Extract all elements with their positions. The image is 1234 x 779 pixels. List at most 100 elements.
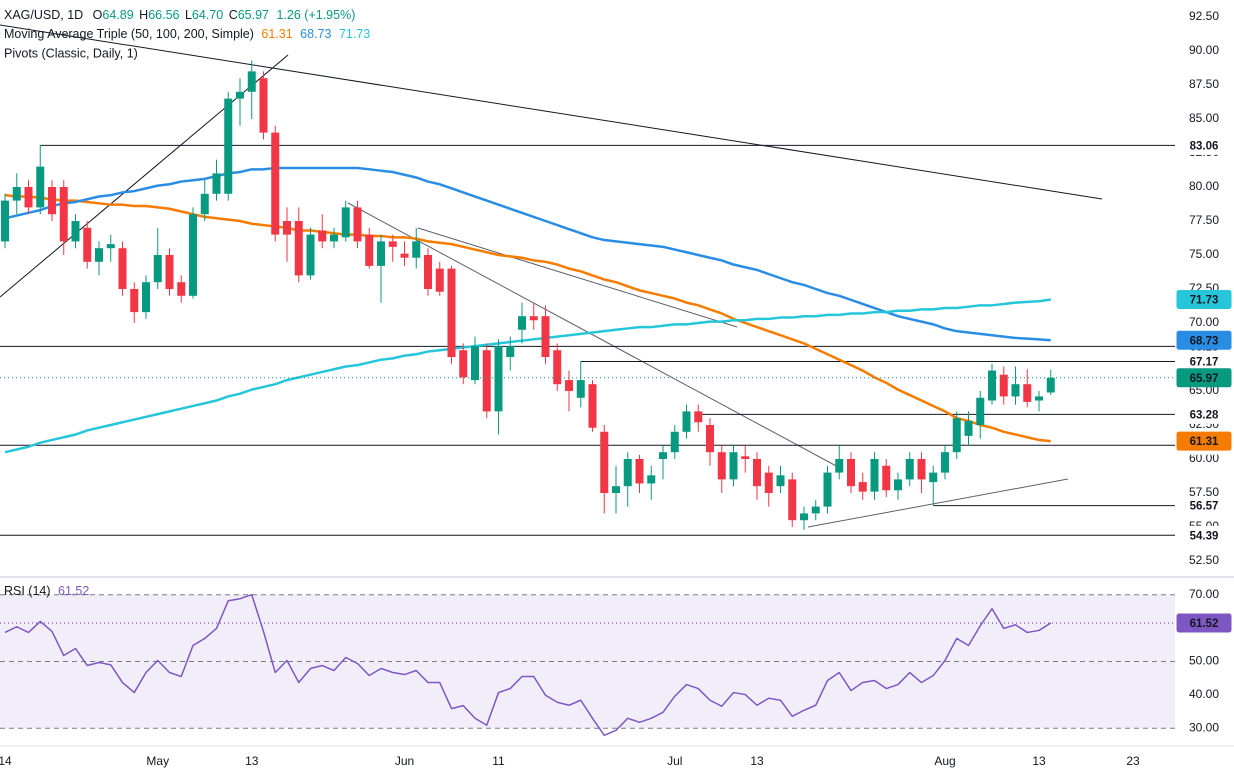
candle-body — [447, 268, 456, 357]
candle-body — [424, 254, 432, 289]
x-tick-label: 13 — [1032, 754, 1046, 768]
candle-body — [999, 374, 1008, 397]
candle-body — [459, 350, 468, 378]
ohlc-value: 65.97 — [238, 8, 269, 22]
rsi-legend: RSI (14) 61.52 — [4, 584, 89, 598]
candle-body — [412, 241, 421, 258]
candle-body — [341, 207, 350, 238]
symbol-legend: XAG/USD, 1D O64.89 H66.56 L64.70 C65.97 … — [4, 8, 355, 22]
candle-body — [165, 254, 174, 289]
candle-body — [647, 475, 656, 484]
candle-body — [236, 91, 244, 99]
price-panel — [0, 24, 1175, 536]
candle-body — [200, 193, 209, 215]
pivots-legend: Pivots (Classic, Daily, 1) — [4, 46, 138, 60]
candle-body — [142, 282, 150, 313]
candle-body — [482, 350, 491, 412]
y-tick-label: 30.00 — [1189, 720, 1219, 734]
price-tag — [1176, 404, 1232, 424]
ohlc-key: H — [139, 8, 148, 22]
ma-value: 68.73 — [300, 27, 331, 41]
candle-body — [400, 253, 409, 258]
trendline — [347, 202, 841, 469]
candle-body — [952, 418, 961, 453]
candle-body — [741, 456, 750, 459]
candle-body — [823, 472, 832, 507]
x-tick-label: 13 — [245, 754, 259, 768]
ohlc-key: C — [229, 8, 238, 22]
change: 1.26 (+1.95%) — [276, 8, 355, 22]
candle-body — [694, 411, 703, 423]
candle-body — [1023, 384, 1032, 402]
candle-body — [682, 411, 691, 432]
candle-body — [917, 458, 926, 480]
candle-body — [588, 384, 597, 428]
trendline — [417, 227, 738, 328]
candle-body — [377, 241, 385, 266]
price-tag-label: 61.52 — [1190, 618, 1219, 630]
candle-body — [24, 186, 33, 208]
price-tag — [1176, 135, 1232, 155]
candle-body — [565, 380, 573, 391]
candle-body — [247, 71, 256, 92]
trendline — [807, 478, 1069, 528]
price-tag-label: 65.97 — [1190, 373, 1219, 385]
ohlc-key: O — [93, 8, 103, 22]
candle-body — [224, 98, 233, 194]
x-tick-label: 23 — [1126, 754, 1140, 768]
candle-body — [306, 234, 315, 276]
candle-body — [612, 486, 620, 493]
ohlc-key: L — [185, 8, 192, 22]
candle-body — [706, 424, 714, 453]
rsi-line — [4, 593, 1052, 737]
candle-body — [800, 513, 808, 521]
candle-body — [1035, 396, 1043, 401]
moving-average-line — [4, 166, 1051, 342]
candle-body — [36, 166, 45, 208]
candle-body — [118, 248, 127, 289]
candle-body — [929, 472, 938, 483]
candle-body — [83, 227, 92, 262]
price-tag — [1176, 496, 1232, 516]
candle-body — [600, 431, 609, 493]
candle-body — [365, 234, 374, 266]
candle-body — [635, 458, 644, 484]
x-tick-label: Jun — [395, 754, 414, 768]
candle-body — [576, 380, 585, 398]
trendline — [0, 24, 1103, 200]
x-tick-label: Jul — [667, 754, 682, 768]
candle-body — [776, 475, 785, 487]
candle-body — [318, 230, 327, 242]
price-tag — [1176, 613, 1232, 633]
candle-body — [71, 220, 80, 242]
candle-body — [717, 452, 726, 480]
candle-body — [764, 472, 773, 493]
price-tag-label: 67.17 — [1190, 357, 1219, 369]
y-tick-label: 77.50 — [1189, 213, 1219, 227]
ohlc-value: 64.89 — [102, 8, 133, 22]
y-tick-label: 75.00 — [1189, 247, 1219, 261]
price-tag-label: 63.28 — [1190, 409, 1219, 421]
candle-body — [1046, 377, 1055, 393]
candle-body — [623, 458, 632, 487]
candle-body — [494, 346, 503, 412]
price-tag-label: 68.73 — [1190, 335, 1219, 347]
candle-body — [553, 350, 562, 385]
candle-body — [189, 214, 197, 296]
y-tick-label: 92.50 — [1189, 9, 1219, 23]
candle-body — [435, 268, 444, 292]
candle-body — [835, 458, 844, 473]
candle-body — [388, 241, 397, 247]
price-tag — [1176, 330, 1232, 350]
candle-body — [729, 452, 738, 480]
candle-body — [870, 458, 879, 492]
y-tick-label: 90.00 — [1189, 43, 1219, 57]
candle-body — [541, 316, 550, 357]
ma-value: 71.73 — [339, 27, 370, 41]
candle-body — [529, 316, 538, 321]
x-tick-label: 14 — [0, 754, 12, 768]
x-tick-label: Aug — [934, 754, 955, 768]
candle-body — [212, 173, 221, 194]
